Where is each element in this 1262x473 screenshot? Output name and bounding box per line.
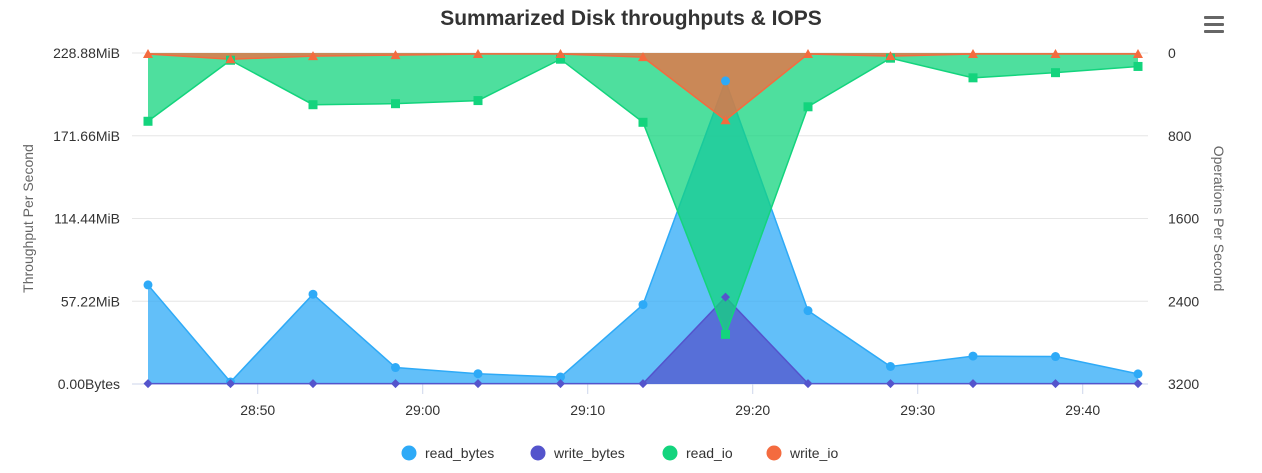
data-point-write_bytes [721,292,730,302]
data-point-read_bytes [1133,369,1143,379]
y-right-tick-label: 1600 [1168,211,1199,227]
data-point-read_bytes [721,76,730,86]
series-area-read_io [148,53,1138,335]
data-point-read_io [1133,61,1143,71]
data-point-write_bytes [556,379,565,389]
data-point-read_bytes [803,306,813,316]
x-tick-label: 29:00 [405,402,440,418]
data-point-read_bytes [308,289,318,299]
chart-title: Summarized Disk throughputs & IOPS [440,7,822,30]
data-point-write_bytes [473,379,483,389]
data-point-write_io [803,49,813,59]
legend-label: write_bytes [553,445,625,461]
legend-symbol [530,445,546,461]
legend-item-write_bytes[interactable]: write_bytes [530,445,625,461]
data-point-read_bytes [473,369,483,379]
data-point-write_io [885,51,896,61]
legend-label: write_io [789,445,838,461]
data-point-write_bytes [638,379,648,389]
data-point-read_io [308,100,318,110]
data-point-write_bytes [143,379,153,389]
legend-item-write_io[interactable]: write_io [766,445,839,461]
data-point-read_io [968,73,978,83]
data-point-write_io [720,115,731,125]
legend-item-read_bytes[interactable]: read_bytes [401,445,495,461]
data-point-read_bytes [638,300,648,310]
x-tick-label: 29:10 [570,402,605,418]
data-point-read_io [391,99,400,109]
y-left-tick-label: 114.44MiB [54,211,120,227]
data-point-write_bytes [886,379,895,389]
y-left-tick-label: 171.66MiB [53,128,120,144]
data-point-read_io [638,117,648,127]
data-point-write_bytes [1133,379,1143,389]
legend-item-read_io[interactable]: read_io [662,445,733,461]
data-point-write_io [1050,49,1061,59]
x-tick-label: 28:50 [240,402,275,418]
data-point-write_io [968,49,978,59]
data-point-read_io [473,96,483,106]
data-point-read_bytes [391,363,400,373]
data-point-read_io [721,329,730,339]
x-tick-label: 29:40 [1065,402,1100,418]
data-point-write_io [308,51,318,61]
x-tick-label: 29:30 [900,402,935,418]
y-right-tick-label: 800 [1168,128,1192,144]
chart-menu-icon[interactable] [1200,12,1228,38]
legend-symbol [662,445,678,461]
data-point-read_io [556,54,565,64]
data-point-write_bytes [391,379,400,389]
data-point-read_io [803,102,813,112]
data-point-read_bytes [143,280,153,290]
data-point-read_bytes [1051,352,1060,362]
y-left-tick-label: 228.88MiB [53,45,120,61]
legend-label: read_bytes [425,445,494,461]
legend-symbol [401,445,417,461]
data-point-write_io [390,50,401,60]
data-point-write_io [1133,49,1143,59]
series-area-read_bytes [148,80,1138,385]
data-point-read_io [1051,68,1060,78]
y-left-tick-label: 0.00Bytes [58,376,120,392]
x-tick-label: 29:20 [735,402,770,418]
legend-label: read_io [686,445,733,461]
data-point-write_io [555,49,566,59]
data-point-write_io [143,49,153,59]
y-right-tick-label: 3200 [1168,376,1199,392]
data-point-read_bytes [556,372,565,382]
y-right-tick-label: 2400 [1168,293,1199,309]
data-point-write_bytes [1051,379,1060,389]
y-left-axis-title: Throughput Per Second [20,144,36,293]
legend-symbol [766,445,782,461]
data-point-read_bytes [886,362,895,372]
data-point-write_bytes [803,379,813,389]
data-point-write_io [225,54,236,64]
y-right-axis-title: Operations Per Second [1211,146,1227,292]
data-point-read_bytes [968,351,978,361]
data-point-write_io [473,49,483,59]
y-left-tick-label: 57.22MiB [61,293,120,309]
data-point-write_bytes [308,379,318,389]
data-point-read_io [143,116,153,126]
data-point-write_bytes [968,379,978,389]
data-point-write_bytes [226,379,235,389]
y-right-tick-label: 0 [1168,45,1176,61]
data-point-write_io [638,52,648,62]
